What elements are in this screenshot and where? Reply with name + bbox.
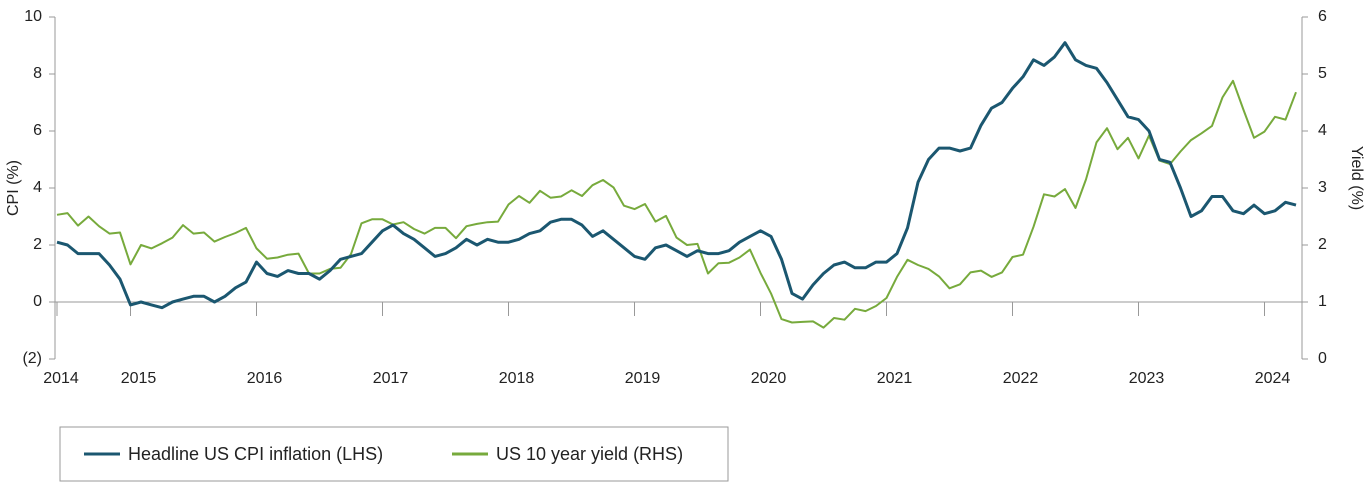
- x-tick-label: 2019: [625, 370, 661, 387]
- y-tick-label: 2: [33, 236, 42, 253]
- x-tick-label: 2024: [1255, 370, 1291, 387]
- y-tick-label: 6: [33, 122, 42, 139]
- y2-tick-label: 5: [1318, 65, 1327, 82]
- x-tick-label: 2016: [247, 370, 283, 387]
- y-tick-label: 8: [33, 65, 42, 82]
- x-tick-label: 2021: [877, 370, 913, 387]
- y2-tick-label: 2: [1318, 236, 1327, 253]
- y2-tick-label: 4: [1318, 122, 1327, 139]
- y2-axis-label: Yield (%): [1348, 146, 1365, 210]
- x-tick-label: 2022: [1003, 370, 1039, 387]
- series-line: [56, 79, 1297, 329]
- y2-tick-label: 1: [1318, 293, 1327, 310]
- x-tick-label: 2017: [373, 370, 409, 387]
- x-tick-label: 2015: [121, 370, 157, 387]
- y2-tick-label: 6: [1318, 8, 1327, 25]
- y-tick-label: 0: [33, 293, 42, 310]
- x-tick-label: 2014: [43, 370, 79, 387]
- x-tick-label: 2023: [1129, 370, 1165, 387]
- y-axis-label: CPI (%): [5, 160, 22, 216]
- x-tick-label: 2018: [499, 370, 535, 387]
- legend-label: US 10 year yield (RHS): [496, 444, 683, 464]
- y-tick-label: 10: [24, 8, 42, 25]
- y2-tick-label: 3: [1318, 179, 1327, 196]
- y2-tick-label: 0: [1318, 350, 1327, 367]
- y-tick-label: 4: [33, 179, 42, 196]
- series-line: [56, 41, 1297, 310]
- legend-box: [59, 426, 729, 482]
- x-tick-label: 2020: [751, 370, 787, 387]
- legend-label: Headline US CPI inflation (LHS): [128, 444, 383, 464]
- y-tick-label: (2): [22, 350, 42, 367]
